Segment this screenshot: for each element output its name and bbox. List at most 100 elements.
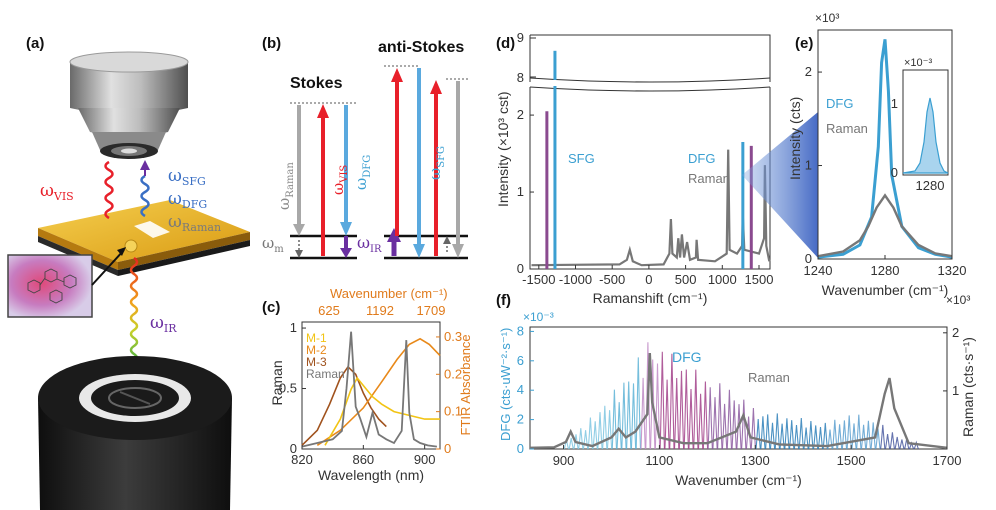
f-dfg-peak [765, 414, 771, 450]
molecule-inset [7, 247, 126, 318]
c-legend-m-1: M-1 [306, 331, 327, 345]
f-dfg-peak [630, 383, 637, 450]
f-y2label: Raman (cts·s⁻¹) [960, 337, 976, 437]
c-legend-m-2: M-2 [306, 343, 327, 357]
f-y2tick-label: 1 [952, 383, 959, 398]
f-dfg-peak [673, 377, 680, 450]
d-xtick-label: -500 [599, 272, 625, 287]
c-series-m-1 [324, 376, 440, 446]
f-dfg-peak [769, 422, 776, 450]
e-ytick-label: 0 [805, 251, 812, 266]
dfg-label: ωDFG [168, 189, 207, 211]
sfg-label: ωSFG [168, 166, 206, 188]
f-dfg-peak [640, 377, 646, 450]
c-top-axis-title: Wavenumber (cm⁻¹) [330, 286, 448, 301]
gold-chip [38, 200, 250, 276]
f-dfg-label: DFG [672, 349, 702, 365]
c-top-tick-3: 1709 [417, 303, 446, 318]
d-ylabel: Intensity (×10³ cst) [495, 91, 511, 207]
zoom-fan [742, 112, 818, 258]
f-ytick-label: 4 [517, 382, 524, 397]
f-ylabel: DFG (cts·uW⁻²·s⁻¹) [498, 328, 513, 441]
f-dfg-peak [899, 439, 905, 450]
stokes-arrows [293, 104, 352, 258]
f-xtick-label: 1300 [741, 453, 770, 468]
chart-e: 1240 1280 1320 2 1 0 Wavenumber (cm⁻¹) Intensit… [787, 39, 966, 298]
raman-label: ωRaman [168, 212, 221, 234]
f-dfg-peak [865, 420, 872, 450]
d-lower-frame [529, 87, 771, 270]
f-left-scale: ×10⁻³ [523, 310, 554, 324]
e-inset-peak [902, 97, 949, 174]
d-upper-tick-9: 9 [517, 30, 524, 45]
f-dfg-peak [664, 379, 670, 450]
f-dfg-peak [659, 351, 665, 450]
c-series-m-3 [301, 365, 387, 446]
panel-e-label: (e) [795, 35, 813, 52]
panel-a-label: (a) [26, 35, 44, 52]
e-scale: ×10³ [815, 11, 839, 25]
d-xlabel: Ramanshift (cm⁻¹) [593, 290, 708, 306]
f-xtick-label: 1500 [837, 453, 866, 468]
f-dfg-peak [688, 388, 694, 450]
f-dfg-peak [750, 407, 757, 450]
e-inset: ×10⁻³ 1 0 1280 [891, 57, 949, 193]
f-dfg-peak [860, 424, 867, 450]
c-top-tick-2: 1192 [366, 303, 394, 318]
f-dfg-peak [798, 417, 804, 450]
f-dfg-peak [889, 432, 896, 450]
d-xtick-label: -1000 [559, 272, 592, 287]
f-dfg-peak [683, 369, 689, 450]
d-xtick-label: 500 [675, 272, 697, 287]
f-dfg-peak [755, 418, 761, 450]
f-dfg-peak [582, 430, 589, 450]
c-ytick-label: 0.5 [279, 381, 297, 396]
f-ytick-label: 0 [517, 441, 524, 456]
c-xtick-label: 860 [352, 452, 374, 467]
f-ytick-label: 8 [517, 323, 524, 338]
f-dfg-peak [621, 382, 627, 450]
d-upper-frame [529, 34, 771, 82]
d-raman-label: Raman [688, 171, 730, 186]
panel-b-label: (b) [262, 35, 281, 52]
e-series-raman [817, 193, 953, 258]
f-dfg-peak [611, 389, 618, 450]
f-ytick-label: 2 [517, 412, 524, 427]
f-xtick-label: 1700 [933, 453, 962, 468]
b-vis-label: ωVIS [329, 165, 350, 195]
b-ir-label: ωIR [357, 233, 382, 255]
e-ytick-label: 2 [805, 64, 812, 79]
f-y2tick-label: 2 [952, 325, 959, 340]
f-dfg-peak [573, 434, 579, 450]
f-dfg-peak [745, 416, 752, 450]
f-dfg-peak [822, 422, 828, 450]
c-plot-frame [301, 321, 441, 450]
f-dfg-peak [851, 423, 857, 450]
f-dfg-peak [808, 420, 814, 450]
panel-c: (c) Wavenumber (cm⁻¹) 625 1192 1709 820 8… [262, 286, 473, 483]
f-dfg-peak [726, 389, 733, 450]
f-dfg-peak [846, 415, 852, 450]
f-dfg-peak [702, 381, 709, 450]
e-inset-xtick: 1280 [916, 178, 945, 193]
f-dfg-peak [721, 403, 728, 450]
b-sfg-label: ωSFG [426, 146, 447, 180]
d-ytick-label: 1 [517, 184, 524, 199]
c-legend-raman: Raman [306, 367, 345, 381]
c-series-m-2 [316, 337, 441, 446]
e-dfg-label: DFG [826, 96, 853, 111]
f-dfg-peak [626, 381, 632, 450]
f-dfg-peak [578, 428, 584, 450]
c-y2label: FTIR Absorbance [458, 334, 473, 435]
beams [104, 160, 150, 372]
e-inset-ytick-1: 1 [891, 96, 898, 111]
f-dfg-peak [697, 393, 704, 450]
e-xtick-label: 1240 [804, 263, 833, 278]
f-dfg-peak [649, 359, 656, 450]
d-upper-tick-8: 8 [517, 70, 524, 85]
f-dfg-peak [731, 400, 737, 450]
panel-d: (d) 9 8 SFG DFG Raman -1500 -1000 -500 0 500… [495, 30, 818, 306]
b-m-label: ωm [262, 234, 284, 255]
c-ylabel: Raman [269, 360, 285, 405]
